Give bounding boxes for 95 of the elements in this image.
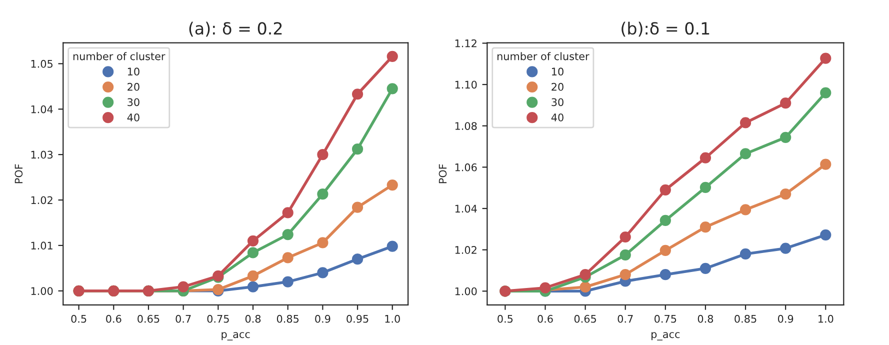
legend-label: 40 [551,114,564,122]
x-tick-label: 1.0 [818,314,834,323]
point [660,214,671,226]
point [780,98,792,109]
x-tick-label: 0.8 [698,314,714,323]
point [740,204,752,216]
y-axis-title: POF [14,164,23,184]
legend-label: 30 [128,98,140,106]
legend-label: 20 [128,82,140,91]
point [540,282,551,294]
x-tick-label: 0.5 [498,314,513,323]
y-tick-label: 1.04 [31,105,53,114]
x-tick-label: 0.6 [538,314,553,323]
point [247,235,259,246]
x-tick-label: 0.95 [346,314,368,323]
point [620,231,631,243]
legend-label: 20 [552,82,564,91]
legend-label: 30 [552,98,564,106]
point [660,269,671,280]
y-tick-label: 1.05 [31,60,52,68]
point [820,87,832,98]
chart-title: (a): δ = 0.2 [189,22,282,37]
point [282,228,294,240]
point [352,144,364,155]
point [386,179,398,191]
x-tick-label: 0.9 [778,314,794,323]
point [247,270,259,282]
x-axis-title: p_acc [222,332,250,340]
y-axis-title: POF [438,164,447,184]
x-tick-label: 0.9 [315,314,330,323]
y-tick-label: 1.00 [455,287,477,296]
point [620,269,631,280]
point [780,132,792,143]
y-tick-label: 1.10 [455,80,477,89]
point [700,222,712,233]
point [700,152,712,164]
point [317,188,328,200]
point [352,88,364,100]
legend-label: 10 [128,68,140,76]
point [178,281,189,292]
point [317,237,328,248]
point [740,248,752,260]
point [317,149,328,160]
x-tick-label: 0.75 [207,314,229,323]
point [820,229,832,240]
point [317,267,328,278]
y-tick-label: 1.03 [31,150,53,159]
x-tick-label: 0.7 [618,314,633,323]
legend-label: 40 [127,114,140,122]
point [386,83,398,94]
point [352,254,364,265]
x-tick-label: 0.65 [138,314,160,323]
legend-title: number of cluster [497,52,590,60]
y-tick-label: 1.12 [455,39,476,48]
x-tick-label: 0.65 [574,314,596,323]
point [660,184,671,196]
point [740,148,752,160]
x-tick-label: 0.8 [245,314,261,323]
point [660,244,671,256]
point [820,158,832,170]
x-axis-title: p_acc [652,332,680,340]
x-tick-label: 0.7 [176,314,191,323]
x-tick-label: 0.75 [654,314,676,323]
point [282,252,294,264]
chart-title: (b):δ = 0.1 [622,22,710,37]
legend-label: 10 [552,68,564,76]
x-tick-label: 0.85 [276,314,299,323]
point [580,269,591,280]
point [247,247,259,258]
point [282,276,294,288]
point [580,281,591,293]
x-tick-label: 0.5 [71,314,86,323]
point [352,202,364,213]
point [386,240,398,252]
y-tick-label: 1.06 [455,163,477,172]
point [780,188,792,200]
point [780,242,792,254]
point [740,117,752,128]
y-tick-label: 1.02 [455,246,476,254]
point [282,207,294,218]
y-tick-label: 1.02 [31,196,52,204]
x-tick-label: 1.0 [385,314,400,323]
y-tick-label: 1.04 [455,204,477,213]
point [700,182,712,193]
y-tick-label: 1.00 [31,287,53,295]
x-tick-label: 0.6 [106,314,122,323]
point [386,50,398,62]
point [700,262,712,274]
x-tick-label: 0.85 [734,314,756,323]
y-tick-label: 1.08 [455,122,477,130]
point [820,52,832,64]
point [620,249,631,261]
point [247,281,259,292]
y-tick-label: 1.01 [31,242,52,250]
legend-title: number of cluster [73,52,166,60]
